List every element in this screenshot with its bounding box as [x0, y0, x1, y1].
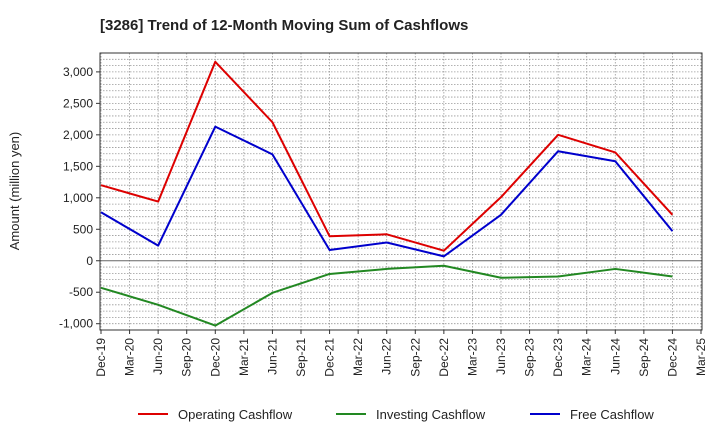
x-axis: Dec-19 Mar-20 Jun-20 Sep-20 Dec-20 Mar-21 Jun-… — [94, 330, 708, 377]
legend-label: Free Cashflow — [570, 407, 654, 422]
y-tick-label: 2,000 — [63, 128, 93, 142]
legend: Operating Cashflow Investing Cashflow Free… — [138, 407, 654, 422]
x-tick-label: Mar-25 — [694, 338, 708, 376]
x-tick-label: Dec-20 — [208, 338, 222, 377]
y-tick-label: 500 — [73, 222, 93, 236]
series-line-free-cashflow — [100, 125, 674, 258]
chart-title: [3286] Trend of 12-Month Moving Sum of C… — [100, 17, 468, 34]
x-tick-label: Jun-20 — [151, 338, 165, 375]
grid — [100, 52, 702, 331]
series-lines — [100, 60, 674, 327]
x-tick-label: Dec-19 — [94, 338, 108, 377]
x-tick-label: Sep-21 — [294, 338, 308, 377]
legend-label: Operating Cashflow — [178, 407, 293, 422]
y-tick-label: -1,000 — [59, 317, 93, 331]
x-tick-label: Mar-24 — [580, 338, 594, 376]
x-tick-label: Mar-23 — [465, 338, 479, 376]
x-tick-label: Dec-22 — [437, 338, 451, 377]
y-tick-label: 1,000 — [63, 191, 93, 205]
x-tick-label: Jun-23 — [494, 338, 508, 375]
x-tick-label: Jun-21 — [265, 338, 279, 375]
series-line-operating-cashflow — [100, 60, 674, 252]
x-tick-label: Dec-24 — [665, 338, 679, 377]
y-axis: -1,000 -500 0 500 1,000 1,500 2,000 2,500 3,000 — [59, 65, 100, 331]
plot-area-border — [99, 52, 703, 331]
x-tick-label: Mar-21 — [237, 338, 251, 376]
y-tick-label: 1,500 — [63, 159, 93, 173]
y-tick-label: 3,000 — [63, 65, 93, 79]
x-tick-label: Dec-23 — [551, 338, 565, 377]
x-tick-label: Jun-22 — [380, 338, 394, 375]
x-tick-label: Sep-23 — [523, 338, 537, 377]
x-tick-label: Jun-24 — [608, 338, 622, 375]
x-tick-label: Mar-22 — [351, 338, 365, 376]
legend-label: Investing Cashflow — [376, 407, 486, 422]
x-tick-label: Sep-22 — [408, 338, 422, 377]
x-tick-label: Mar-20 — [123, 338, 137, 376]
y-axis-label: Amount (million yen) — [7, 132, 22, 251]
y-tick-label: 2,500 — [63, 96, 93, 110]
series-line-investing-cashflow — [100, 264, 673, 327]
y-tick-label: 0 — [86, 254, 93, 268]
y-tick-label: -500 — [69, 285, 93, 299]
x-tick-label: Dec-21 — [323, 338, 337, 377]
x-tick-label: Sep-24 — [637, 338, 651, 377]
x-tick-label: Sep-20 — [180, 338, 194, 377]
